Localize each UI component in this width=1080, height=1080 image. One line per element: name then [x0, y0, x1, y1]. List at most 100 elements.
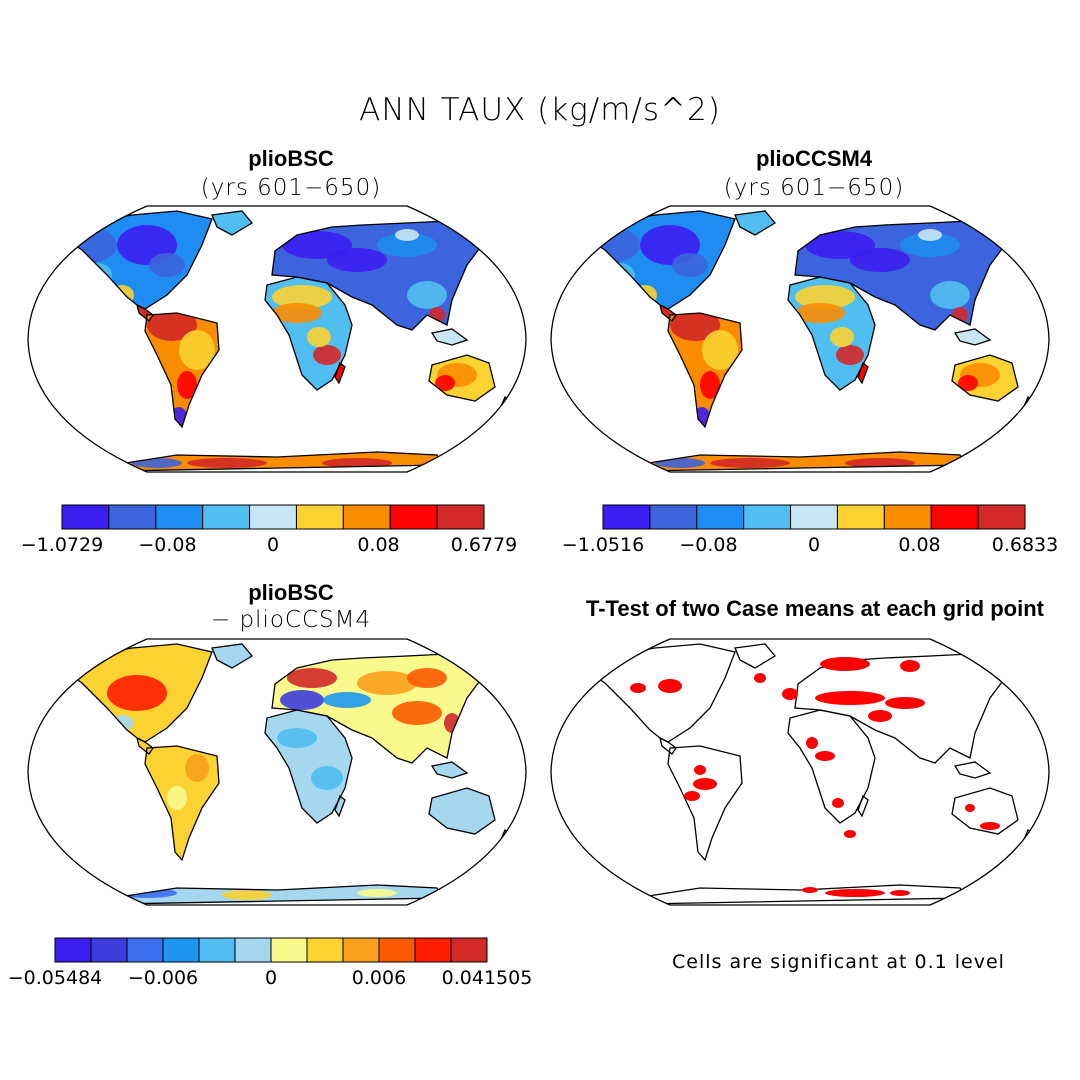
shading-patch [149, 253, 185, 277]
colorbar-label: −0.08 [679, 534, 737, 556]
coastline-afr [264, 276, 353, 391]
coastline-eur [271, 653, 483, 764]
significant-cell [754, 673, 766, 683]
shading-patch [307, 327, 331, 347]
colorbar-swatch [649, 504, 698, 530]
shading-patch [407, 281, 447, 309]
panel-title-bottom-left: plioBSC [248, 580, 334, 605]
colorbar-label: −0.006 [128, 967, 198, 989]
colorbar-swatch [883, 504, 932, 530]
coastline-ant [639, 451, 967, 472]
coastline-mad [857, 794, 869, 818]
significant-cell [658, 679, 682, 693]
panel-title-top-left: plioBSC [248, 146, 334, 171]
colorbar-swatch [162, 937, 200, 963]
significant-cell [694, 765, 706, 775]
colorbar-swatch [54, 937, 92, 963]
colorbar-swatch [378, 937, 416, 963]
map-border [550, 205, 1050, 473]
shading-patch [395, 229, 419, 241]
panel-subtitle-top-right: (yrs 601−650) [723, 175, 905, 201]
coastline-sea [430, 761, 469, 779]
shading-patch [655, 458, 705, 468]
colorbar-label: 0.041505 [442, 967, 533, 989]
map-content [57, 210, 514, 472]
significant-cell [890, 890, 910, 896]
colorbar-swatch [836, 504, 885, 530]
coastline-ca [659, 736, 677, 755]
coastline-na [580, 210, 736, 310]
shading-patch [850, 248, 910, 272]
colorbar-label: 0.08 [357, 534, 399, 556]
shading-patch [167, 786, 187, 810]
shading-patch [311, 766, 343, 790]
colorbar-label: −0.05484 [8, 967, 103, 989]
shading-patch [700, 371, 720, 399]
coastline-eur [794, 220, 1006, 331]
shading-patch [930, 281, 970, 309]
map-plioCCSM4 [550, 205, 1050, 473]
significant-cell [844, 830, 856, 838]
coastline-ant [639, 884, 967, 905]
colorbar-swatch [790, 504, 838, 530]
significant-cell [693, 778, 717, 790]
shading-patch [132, 458, 182, 468]
shading-patch [179, 330, 215, 370]
coastline-sea [953, 761, 992, 779]
coastline-na [580, 643, 736, 743]
shading-patch [272, 285, 332, 309]
land-detail [59, 225, 477, 468]
shading-patch [177, 371, 197, 399]
coastline-afr [787, 709, 876, 824]
map-content [580, 210, 1037, 472]
coastline-na [57, 643, 213, 743]
shading-patch [633, 285, 657, 305]
colorbar-difference: −0.05484 −0.006 0 0.006 0.041505 [8, 937, 533, 989]
coastline-mad [334, 794, 346, 818]
shading-patch [277, 728, 317, 748]
colorbar-swatch [389, 504, 438, 530]
colorbar-plioBSC: −1.0729 −0.08 0 0.08 0.6779 [21, 504, 517, 556]
shading-patch [830, 327, 854, 347]
shading-patch [407, 668, 447, 688]
significant-cell [965, 804, 975, 812]
colorbar-swatch [295, 504, 344, 530]
coastline-ca [136, 736, 154, 755]
coastline-gr [211, 210, 253, 236]
coastline-aus [951, 787, 1019, 835]
colorbar-label: 0.6779 [451, 534, 517, 556]
coastline-mad [857, 361, 869, 385]
colorbar-swatch [436, 504, 485, 530]
shading-patch [357, 889, 397, 897]
significant-cell [820, 657, 870, 671]
shading-patch [69, 668, 105, 688]
colorbar-swatch [61, 504, 110, 530]
shading-patch [322, 458, 392, 468]
coastline-gr [734, 643, 776, 669]
colorbar-swatch [930, 504, 979, 530]
significant-cell [815, 691, 885, 705]
coastline-sa [144, 745, 220, 862]
map-border [27, 205, 527, 473]
land-aus [429, 788, 495, 834]
significant-cell [980, 822, 1000, 830]
colorbar-label: 0.6833 [992, 534, 1058, 556]
map-content [580, 643, 1046, 905]
colorbar-label: 0.006 [352, 967, 406, 989]
coastline-gr [734, 210, 776, 236]
coastline-ant [116, 884, 444, 905]
map-content [57, 643, 514, 905]
significant-cell [815, 751, 835, 761]
coastline-mad [334, 361, 346, 385]
colorbar-swatch [977, 504, 1026, 530]
shading-patch [710, 458, 790, 468]
figure-title: ANN TAUX (kg/m/s^2) [359, 92, 721, 128]
panel-subtitle-bottom-left: − plioCCSM4 [210, 607, 372, 633]
colorbar-label: 0 [267, 534, 279, 556]
significant-cell [885, 697, 925, 709]
colorbar-swatch [696, 504, 745, 530]
significant-cell [868, 710, 892, 722]
colorbar-swatch [342, 937, 380, 963]
colorbar-swatch [155, 504, 204, 530]
land-mad [335, 363, 345, 383]
